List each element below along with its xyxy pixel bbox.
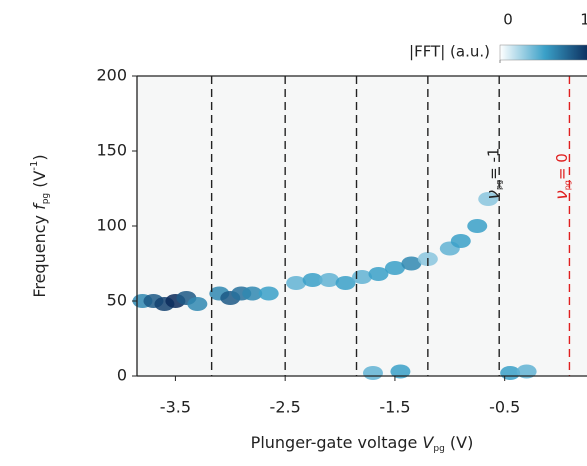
heatmap-blob bbox=[362, 366, 383, 380]
annotation-sub: pg bbox=[494, 180, 503, 190]
annotation-symbol: ν bbox=[552, 190, 572, 200]
y-label-close: ) bbox=[30, 154, 49, 160]
heatmap-blob bbox=[384, 261, 405, 275]
annotation: νpg= 0 bbox=[552, 153, 572, 200]
y-tick-label: 0 bbox=[117, 366, 127, 385]
heatmap-blob bbox=[187, 297, 208, 311]
heatmap-blob bbox=[478, 192, 499, 206]
colorbar-tick-label: 0 bbox=[503, 11, 513, 29]
x-tick-label: -2.5 bbox=[270, 398, 301, 417]
annotation-text: = -1 bbox=[484, 148, 502, 180]
y-tick-label: 150 bbox=[96, 141, 127, 160]
heatmap-blob bbox=[390, 364, 411, 379]
heatmap-blob bbox=[467, 219, 488, 233]
annotation: νpg= -1 bbox=[484, 148, 504, 200]
y-label-unit: (V bbox=[30, 171, 49, 193]
x-label-text: Plunger-gate voltage bbox=[251, 433, 423, 452]
plot-area bbox=[137, 76, 587, 376]
x-axis-label: Plunger-gate voltage Vpg (V) bbox=[251, 433, 474, 454]
heatmap-blob bbox=[335, 276, 356, 290]
y-label-sup: -1 bbox=[29, 161, 40, 171]
x-tick-label: -0.5 bbox=[489, 398, 520, 417]
heatmap-blob bbox=[516, 364, 537, 379]
heatmap-blob bbox=[368, 267, 389, 281]
y-tick-label: 50 bbox=[107, 291, 127, 310]
heatmap-blob bbox=[302, 273, 323, 287]
y-label-text: Frequency bbox=[30, 210, 49, 298]
y-tick-label: 100 bbox=[96, 216, 127, 235]
y-label-sub: pg bbox=[41, 193, 51, 204]
colorbar-tick-label: 1 bbox=[580, 11, 587, 29]
x-label-symbol: V bbox=[422, 433, 434, 452]
annotation-text: = 0 bbox=[552, 153, 570, 180]
heatmap-blob bbox=[242, 286, 263, 301]
heatmap-blob bbox=[450, 234, 471, 248]
x-label-unit: (V) bbox=[445, 433, 474, 452]
x-tick-label: -3.5 bbox=[160, 398, 191, 417]
colorbar bbox=[499, 44, 587, 61]
annotation-symbol: ν bbox=[484, 189, 504, 199]
y-axis-label: Frequency fpg (V-1) bbox=[29, 154, 51, 297]
heatmap-blob bbox=[319, 273, 340, 287]
x-tick-label: -1.5 bbox=[379, 398, 410, 417]
y-label-symbol: f bbox=[30, 202, 49, 210]
y-tick-label: 200 bbox=[96, 66, 127, 85]
colorbar-label: |FFT| (a.u.) bbox=[409, 43, 490, 61]
heatmap-blob bbox=[258, 286, 279, 301]
annotation-sub: pg bbox=[562, 180, 571, 190]
x-label-sub: pg bbox=[433, 444, 444, 454]
heatmap-blob bbox=[286, 276, 307, 290]
heatmap-blob bbox=[401, 256, 422, 271]
